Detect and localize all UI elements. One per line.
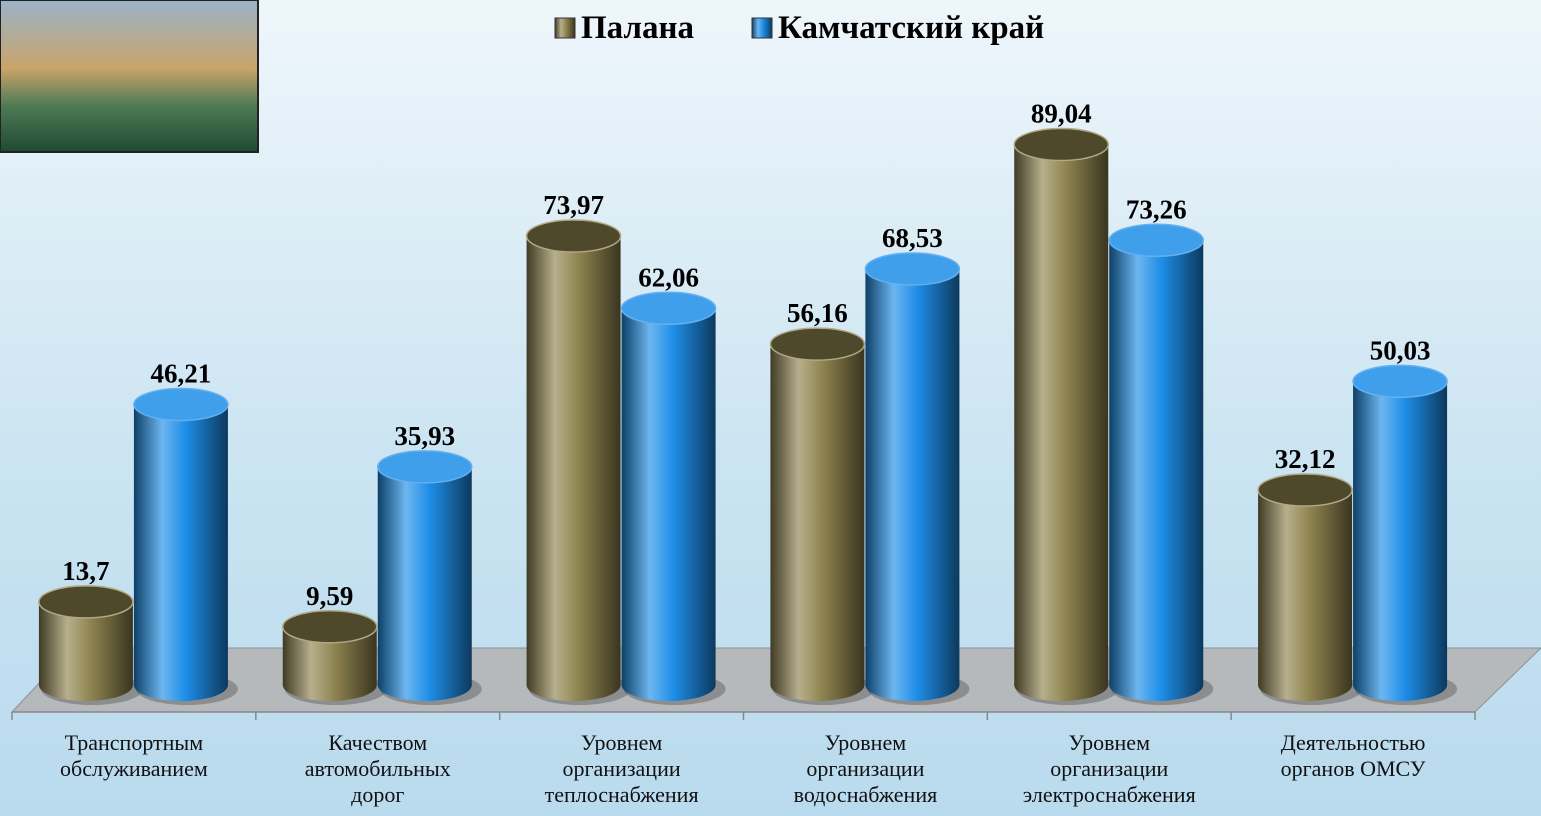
bar-top xyxy=(282,610,378,644)
data-label: 35,93 xyxy=(394,421,455,451)
bar xyxy=(1109,240,1204,685)
bar-bottom xyxy=(38,669,133,701)
bar-bottom xyxy=(1109,669,1204,701)
x-tick-label: Уровнем организации водоснабжения xyxy=(793,730,938,807)
legend-label: Палана xyxy=(581,10,694,46)
bar-bottom xyxy=(621,669,716,701)
data-label: 13,7 xyxy=(62,556,109,586)
bar-bottom xyxy=(770,669,865,701)
bar xyxy=(770,344,865,685)
x-tick-label: Транспортным обслуживанием xyxy=(60,730,208,781)
bar-bottom xyxy=(1353,669,1448,701)
data-label: 89,04 xyxy=(1031,99,1092,129)
bar-top xyxy=(525,219,622,253)
x-tick-label: Уровнем организации электроснабжения xyxy=(1022,730,1196,807)
data-label: 56,16 xyxy=(787,298,848,328)
legend-label: Камчатский край xyxy=(778,10,1044,46)
legend-swatch xyxy=(554,17,576,39)
bar-bottom xyxy=(282,669,377,701)
bar xyxy=(865,269,960,685)
bar-top xyxy=(1257,473,1353,507)
bar xyxy=(377,466,472,685)
bar-bottom xyxy=(1258,669,1353,701)
bar-top xyxy=(769,327,866,361)
bar-top xyxy=(1108,223,1204,258)
bar-top xyxy=(38,585,134,619)
bar-top xyxy=(1013,127,1109,162)
bar xyxy=(1258,490,1353,685)
bar-top xyxy=(864,252,961,286)
bar-bottom xyxy=(865,669,960,701)
data-label: 9,59 xyxy=(306,581,353,611)
data-label: 46,21 xyxy=(151,359,212,389)
bar-top xyxy=(1352,364,1448,399)
bar-bottom xyxy=(526,669,621,701)
bar-bottom xyxy=(1014,669,1109,701)
bar-top xyxy=(133,387,229,422)
data-label: 50,03 xyxy=(1370,335,1431,365)
bar xyxy=(133,404,228,685)
x-tick-label: Деятельностью органов ОМСУ xyxy=(1280,730,1426,781)
data-label: 73,97 xyxy=(543,190,604,220)
bar-top xyxy=(377,450,473,484)
legend-swatch xyxy=(751,17,773,39)
bar-bottom xyxy=(133,669,228,701)
x-tick-label: Уровнем организации теплоснабжения xyxy=(544,730,699,807)
bar xyxy=(1014,144,1109,685)
bar xyxy=(621,308,716,685)
bar xyxy=(1353,381,1448,685)
photo xyxy=(0,0,259,153)
bar-bottom xyxy=(377,669,472,701)
bar-top xyxy=(620,291,717,326)
data-label: 73,26 xyxy=(1126,194,1187,224)
x-tick-label: Качеством автомобильных дорог xyxy=(304,730,451,807)
data-label: 62,06 xyxy=(638,262,699,292)
data-label: 68,53 xyxy=(882,223,943,253)
data-label: 32,12 xyxy=(1275,444,1336,474)
bar xyxy=(526,236,621,685)
